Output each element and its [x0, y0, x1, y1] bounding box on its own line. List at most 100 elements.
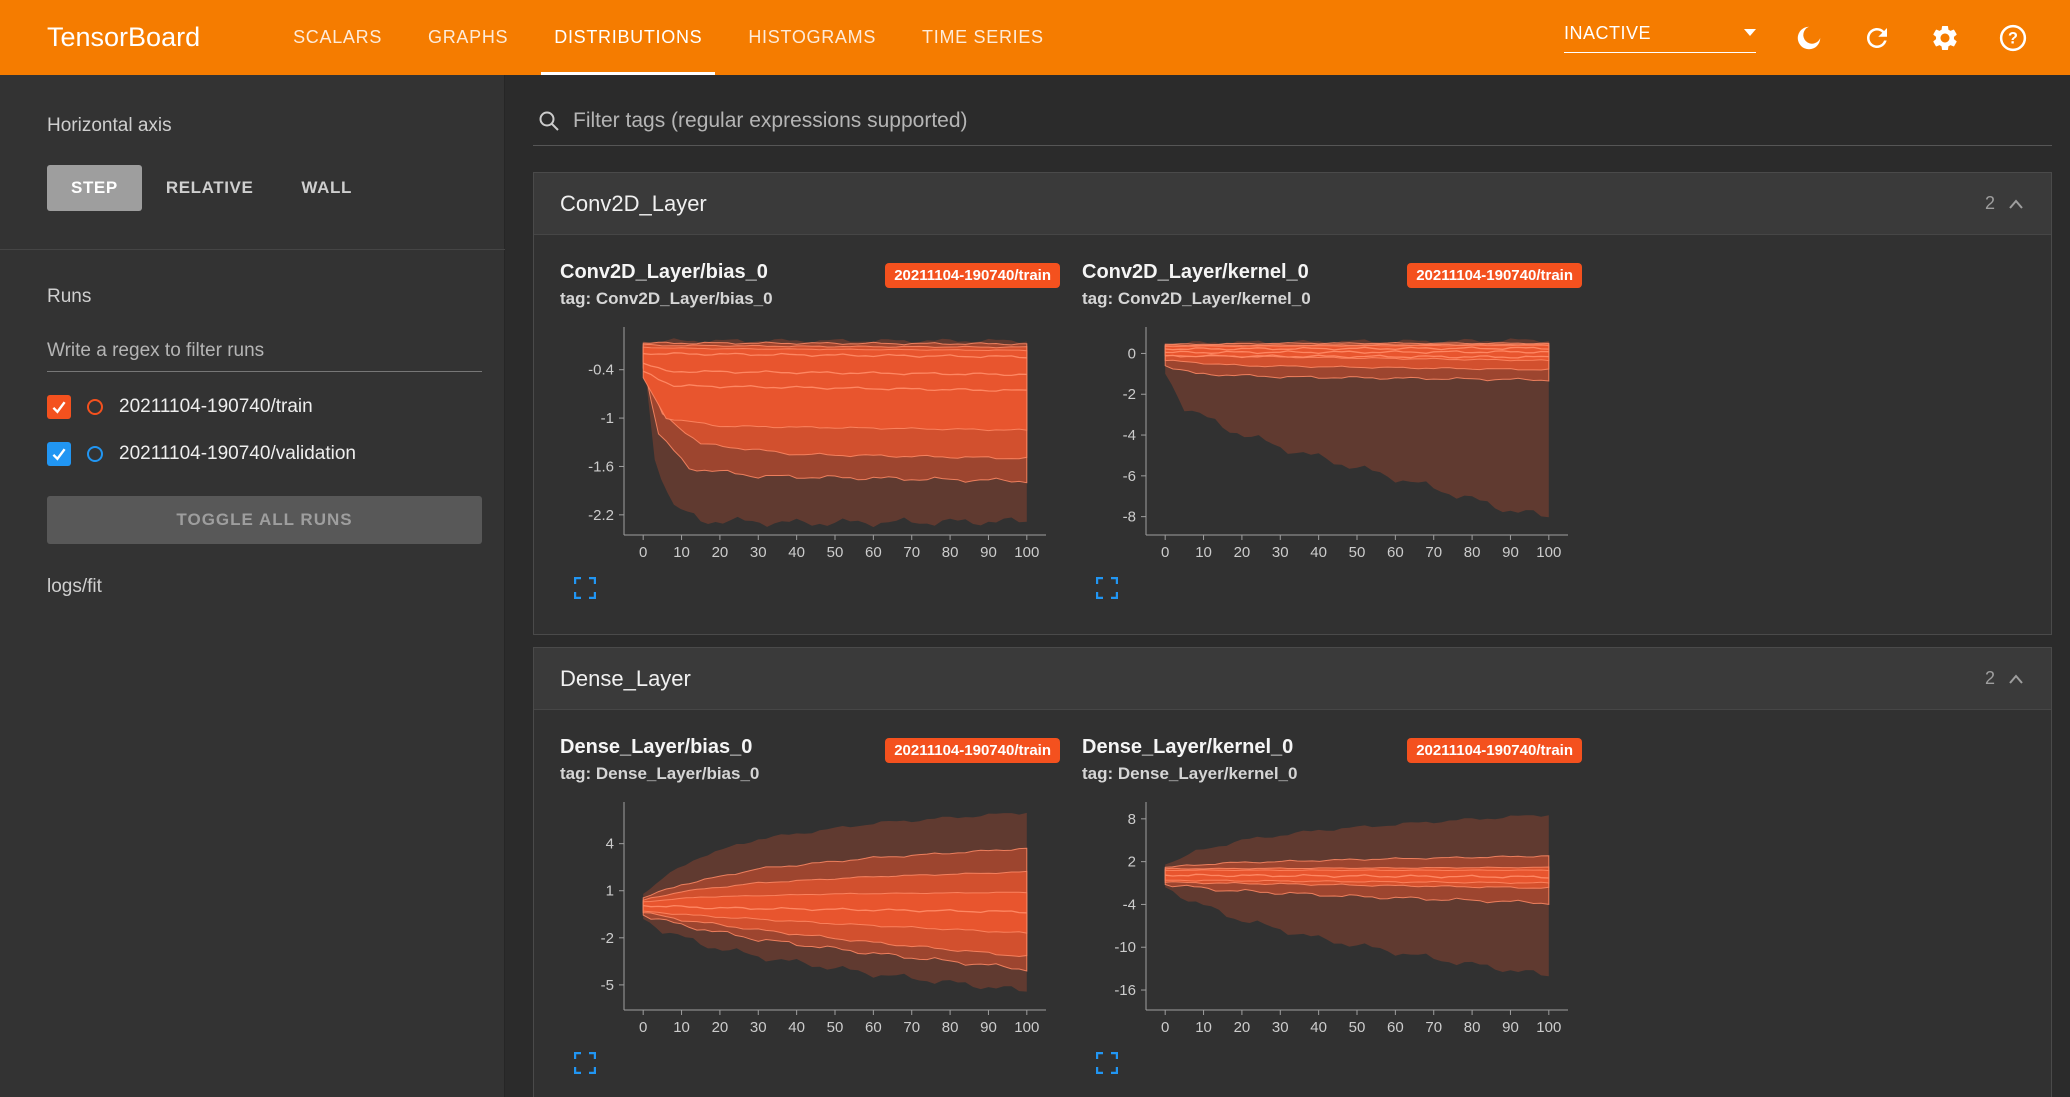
dark-mode-toggle[interactable]: [1794, 23, 1824, 53]
help-icon: ?: [1999, 24, 2027, 51]
svg-text:?: ?: [2008, 29, 2018, 47]
svg-text:50: 50: [827, 544, 844, 561]
svg-text:40: 40: [788, 1019, 805, 1036]
chart-tag: tag: Dense_Layer/bias_0: [560, 764, 760, 783]
svg-text:70: 70: [903, 1019, 920, 1036]
run-color-circle[interactable]: [87, 446, 103, 462]
svg-text:40: 40: [1310, 1019, 1327, 1036]
chart-name: Conv2D_Layer/bias_0: [560, 261, 768, 283]
app-header: TensorBoard SCALARS GRAPHS DISTRIBUTIONS…: [0, 0, 2070, 75]
distribution-chart: -0.4 -1 -1.6 -2.2 0 10 20 30 40 50 60 70 80 90 100: [588, 327, 1046, 561]
svg-text:0: 0: [1128, 345, 1136, 362]
svg-text:-4: -4: [1123, 896, 1136, 913]
svg-text:60: 60: [865, 544, 882, 561]
fullscreen-icon: [573, 1051, 597, 1075]
svg-text:0: 0: [639, 544, 647, 561]
svg-text:40: 40: [788, 544, 805, 561]
svg-text:-2: -2: [601, 930, 614, 947]
svg-text:30: 30: [1272, 1019, 1289, 1036]
expand-chart-button[interactable]: [573, 1051, 597, 1077]
run-color-circle[interactable]: [87, 399, 103, 415]
run-checkbox[interactable]: [47, 442, 71, 466]
distribution-chart: 8 2 -4 -10 -16 0 10 20 30 40 50 60 70 80 90 100: [1114, 802, 1568, 1036]
svg-text:-1: -1: [601, 410, 614, 427]
distribution-chart: 4 1 -2 -5 0 10 20 30 40 50 60 70 80 90 100: [601, 802, 1046, 1036]
run-label: 20211104-190740/validation: [119, 443, 356, 464]
svg-text:-6: -6: [1123, 468, 1136, 485]
sidebar-divider: [0, 249, 505, 250]
svg-text:-4: -4: [1123, 427, 1136, 444]
svg-text:90: 90: [980, 1019, 997, 1036]
refresh-button[interactable]: [1862, 23, 1892, 53]
expand-chart-button[interactable]: [573, 576, 597, 602]
axis-step-button[interactable]: STEP: [47, 165, 142, 211]
svg-text:20: 20: [712, 544, 729, 561]
runs-filter-input[interactable]: [47, 336, 482, 372]
svg-text:60: 60: [865, 1019, 882, 1036]
tag-group-card-dense: Dense_Layer 2 Dense_Layer/bias_0 tag: De…: [533, 647, 2052, 1097]
svg-text:1: 1: [606, 883, 614, 900]
svg-text:30: 30: [750, 1019, 767, 1036]
chart-panel: Conv2D_Layer/bias_0 tag: Conv2D_Layer/bi…: [560, 261, 1060, 604]
expand-chart-button[interactable]: [1095, 576, 1119, 602]
card-header-conv2d[interactable]: Conv2D_Layer 2: [534, 173, 2051, 235]
chevron-up-icon[interactable]: [2007, 673, 2025, 685]
svg-text:2: 2: [1128, 854, 1136, 871]
chart-panel: Dense_Layer/kernel_0 tag: Dense_Layer/ke…: [1082, 736, 1582, 1079]
svg-text:70: 70: [1425, 1019, 1442, 1036]
svg-text:100: 100: [1536, 1019, 1561, 1036]
tag-group-card-conv2d: Conv2D_Layer 2 Conv2D_Layer/bias_0 tag: …: [533, 172, 2052, 635]
run-label: 20211104-190740/train: [119, 396, 313, 417]
svg-text:30: 30: [750, 544, 767, 561]
chart-tag: tag: Conv2D_Layer/kernel_0: [1082, 289, 1311, 308]
svg-text:90: 90: [980, 544, 997, 561]
tab-histograms[interactable]: HISTOGRAMS: [748, 27, 877, 47]
chevron-down-icon: [1744, 29, 1756, 36]
tab-scalars[interactable]: SCALARS: [293, 27, 383, 47]
checkmark-icon: [52, 401, 66, 414]
card-title: Dense_Layer: [560, 665, 691, 691]
card-header-dense[interactable]: Dense_Layer 2: [534, 648, 2051, 710]
svg-text:-0.4: -0.4: [588, 362, 614, 379]
fullscreen-icon: [1095, 576, 1119, 600]
header-actions: INACTIVE ?: [1564, 23, 2028, 53]
svg-text:60: 60: [1387, 1019, 1404, 1036]
card-title: Conv2D_Layer: [560, 190, 707, 216]
svg-text:10: 10: [1195, 544, 1212, 561]
help-button[interactable]: ?: [1998, 23, 2028, 53]
tab-time-series[interactable]: TIME SERIES: [922, 27, 1044, 47]
run-row-train[interactable]: 20211104-190740/train: [47, 395, 504, 419]
fullscreen-icon: [1095, 1051, 1119, 1075]
svg-text:20: 20: [1234, 544, 1251, 561]
reload-status-dropdown[interactable]: INACTIVE: [1564, 23, 1756, 53]
chart-panel: Conv2D_Layer/kernel_0 tag: Conv2D_Layer/…: [1082, 261, 1582, 604]
gear-icon: [1933, 25, 1957, 50]
axis-wall-button[interactable]: WALL: [277, 165, 376, 211]
chevron-up-icon[interactable]: [2007, 198, 2025, 210]
svg-text:0: 0: [1161, 1019, 1169, 1036]
axis-toggle-group: STEP RELATIVE WALL: [47, 165, 504, 211]
svg-text:80: 80: [1464, 1019, 1481, 1036]
svg-text:-1.6: -1.6: [588, 458, 614, 475]
tab-graphs[interactable]: GRAPHS: [428, 27, 509, 47]
settings-button[interactable]: [1930, 23, 1960, 53]
moon-icon: [1797, 26, 1821, 49]
refresh-icon: [1867, 27, 1887, 48]
svg-text:40: 40: [1310, 544, 1327, 561]
run-checkbox[interactable]: [47, 395, 71, 419]
svg-text:50: 50: [1349, 544, 1366, 561]
expand-chart-button[interactable]: [1095, 1051, 1119, 1077]
svg-text:-2: -2: [1123, 386, 1136, 403]
sidebar: Horizontal axis STEP RELATIVE WALL Runs …: [0, 75, 505, 1097]
checkmark-icon: [52, 448, 66, 461]
svg-text:20: 20: [1234, 1019, 1251, 1036]
tab-distributions[interactable]: DISTRIBUTIONS: [531, 0, 725, 75]
chart-panel: Dense_Layer/bias_0 tag: Dense_Layer/bias…: [560, 736, 1060, 1079]
axis-relative-button[interactable]: RELATIVE: [142, 165, 278, 211]
run-badge: 20211104-190740/train: [1407, 263, 1582, 288]
chart-count: 2: [1984, 193, 1995, 213]
chart-count: 2: [1984, 668, 1995, 688]
run-row-validation[interactable]: 20211104-190740/validation: [47, 442, 504, 466]
tag-filter-input[interactable]: [573, 109, 2048, 133]
toggle-all-runs-button[interactable]: TOGGLE ALL RUNS: [47, 496, 482, 544]
